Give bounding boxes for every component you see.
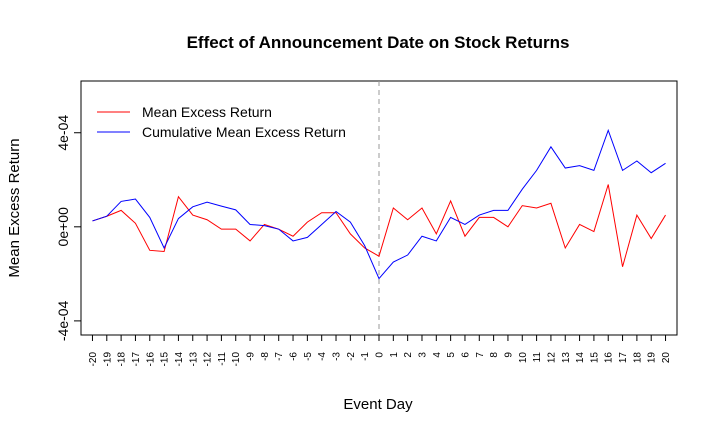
x-tick-label: 8 [489,352,500,358]
x-tick-label: -6 [289,352,300,361]
y-tick-label: -4e-04 [55,300,71,341]
x-tick-label: -2 [346,352,357,361]
x-tick-label: 1 [389,352,400,358]
x-tick-label: -1 [360,352,371,361]
x-tick-label: 15 [589,352,600,364]
x-tick-label: 5 [446,352,457,358]
x-tick-label: 4 [432,352,443,358]
legend-label: Cumulative Mean Excess Return [142,124,346,140]
x-tick-label: 2 [403,352,414,358]
x-tick-label: 20 [661,352,672,364]
x-tick-label: -17 [131,352,142,367]
x-tick-label: -11 [217,352,228,366]
x-tick-label: -4 [317,352,328,361]
series-mean-excess-return-line [92,184,666,267]
x-tick-label: -5 [303,352,314,361]
series-cumulative-mean-excess-return-line [92,128,666,280]
x-tick-label: 11 [532,352,543,363]
x-tick-label: 9 [503,352,514,358]
chart-title: Effect of Announcement Date on Stock Ret… [187,33,570,52]
x-tick-label: 10 [518,352,529,364]
x-tick-label: -8 [260,352,271,361]
x-tick-label: -10 [231,352,242,367]
x-tick-label: 0 [375,352,386,358]
x-tick-label: 19 [647,352,658,364]
x-tick-label: -18 [117,352,128,367]
series-layer [92,128,666,280]
y-tick-label: 0e+00 [55,207,71,247]
x-tick-label: -13 [188,352,199,367]
x-tick-label: 17 [618,352,629,364]
x-tick-label: -12 [203,352,214,367]
x-axis: -20 -19 -18 -17 -16 -15 -14 -13 -12 -11 -10 -9 -8 -7-… [88,334,672,367]
x-tick-label: 13 [561,352,572,364]
y-axis: -4e-04 0e+00 4e-04 [55,115,82,341]
x-tick-label: -14 [174,352,185,367]
x-axis-label: Event Day [343,396,413,413]
y-axis-label: Mean Excess Return [6,138,23,277]
x-tick-label: 7 [475,352,486,358]
x-tick-label: -19 [102,352,113,367]
x-tick-label: 14 [575,352,586,364]
x-tick-label: -7 [274,352,285,361]
x-tick-label: -9 [246,352,257,361]
x-tick-label: -20 [88,352,99,367]
y-tick-label: 4e-04 [55,115,71,151]
x-tick-label: 12 [546,352,557,364]
legend-label: Mean Excess Return [142,104,272,120]
x-tick-label: 6 [460,352,471,358]
x-tick-label: 18 [632,352,643,364]
legend: Mean Excess Return Cumulative Mean Excess… [97,104,346,140]
x-tick-label: 3 [417,352,428,358]
x-tick-label: -3 [332,352,343,361]
x-tick-label: -15 [160,352,171,367]
x-tick-label: 16 [604,352,615,364]
x-tick-label: -16 [145,352,156,367]
